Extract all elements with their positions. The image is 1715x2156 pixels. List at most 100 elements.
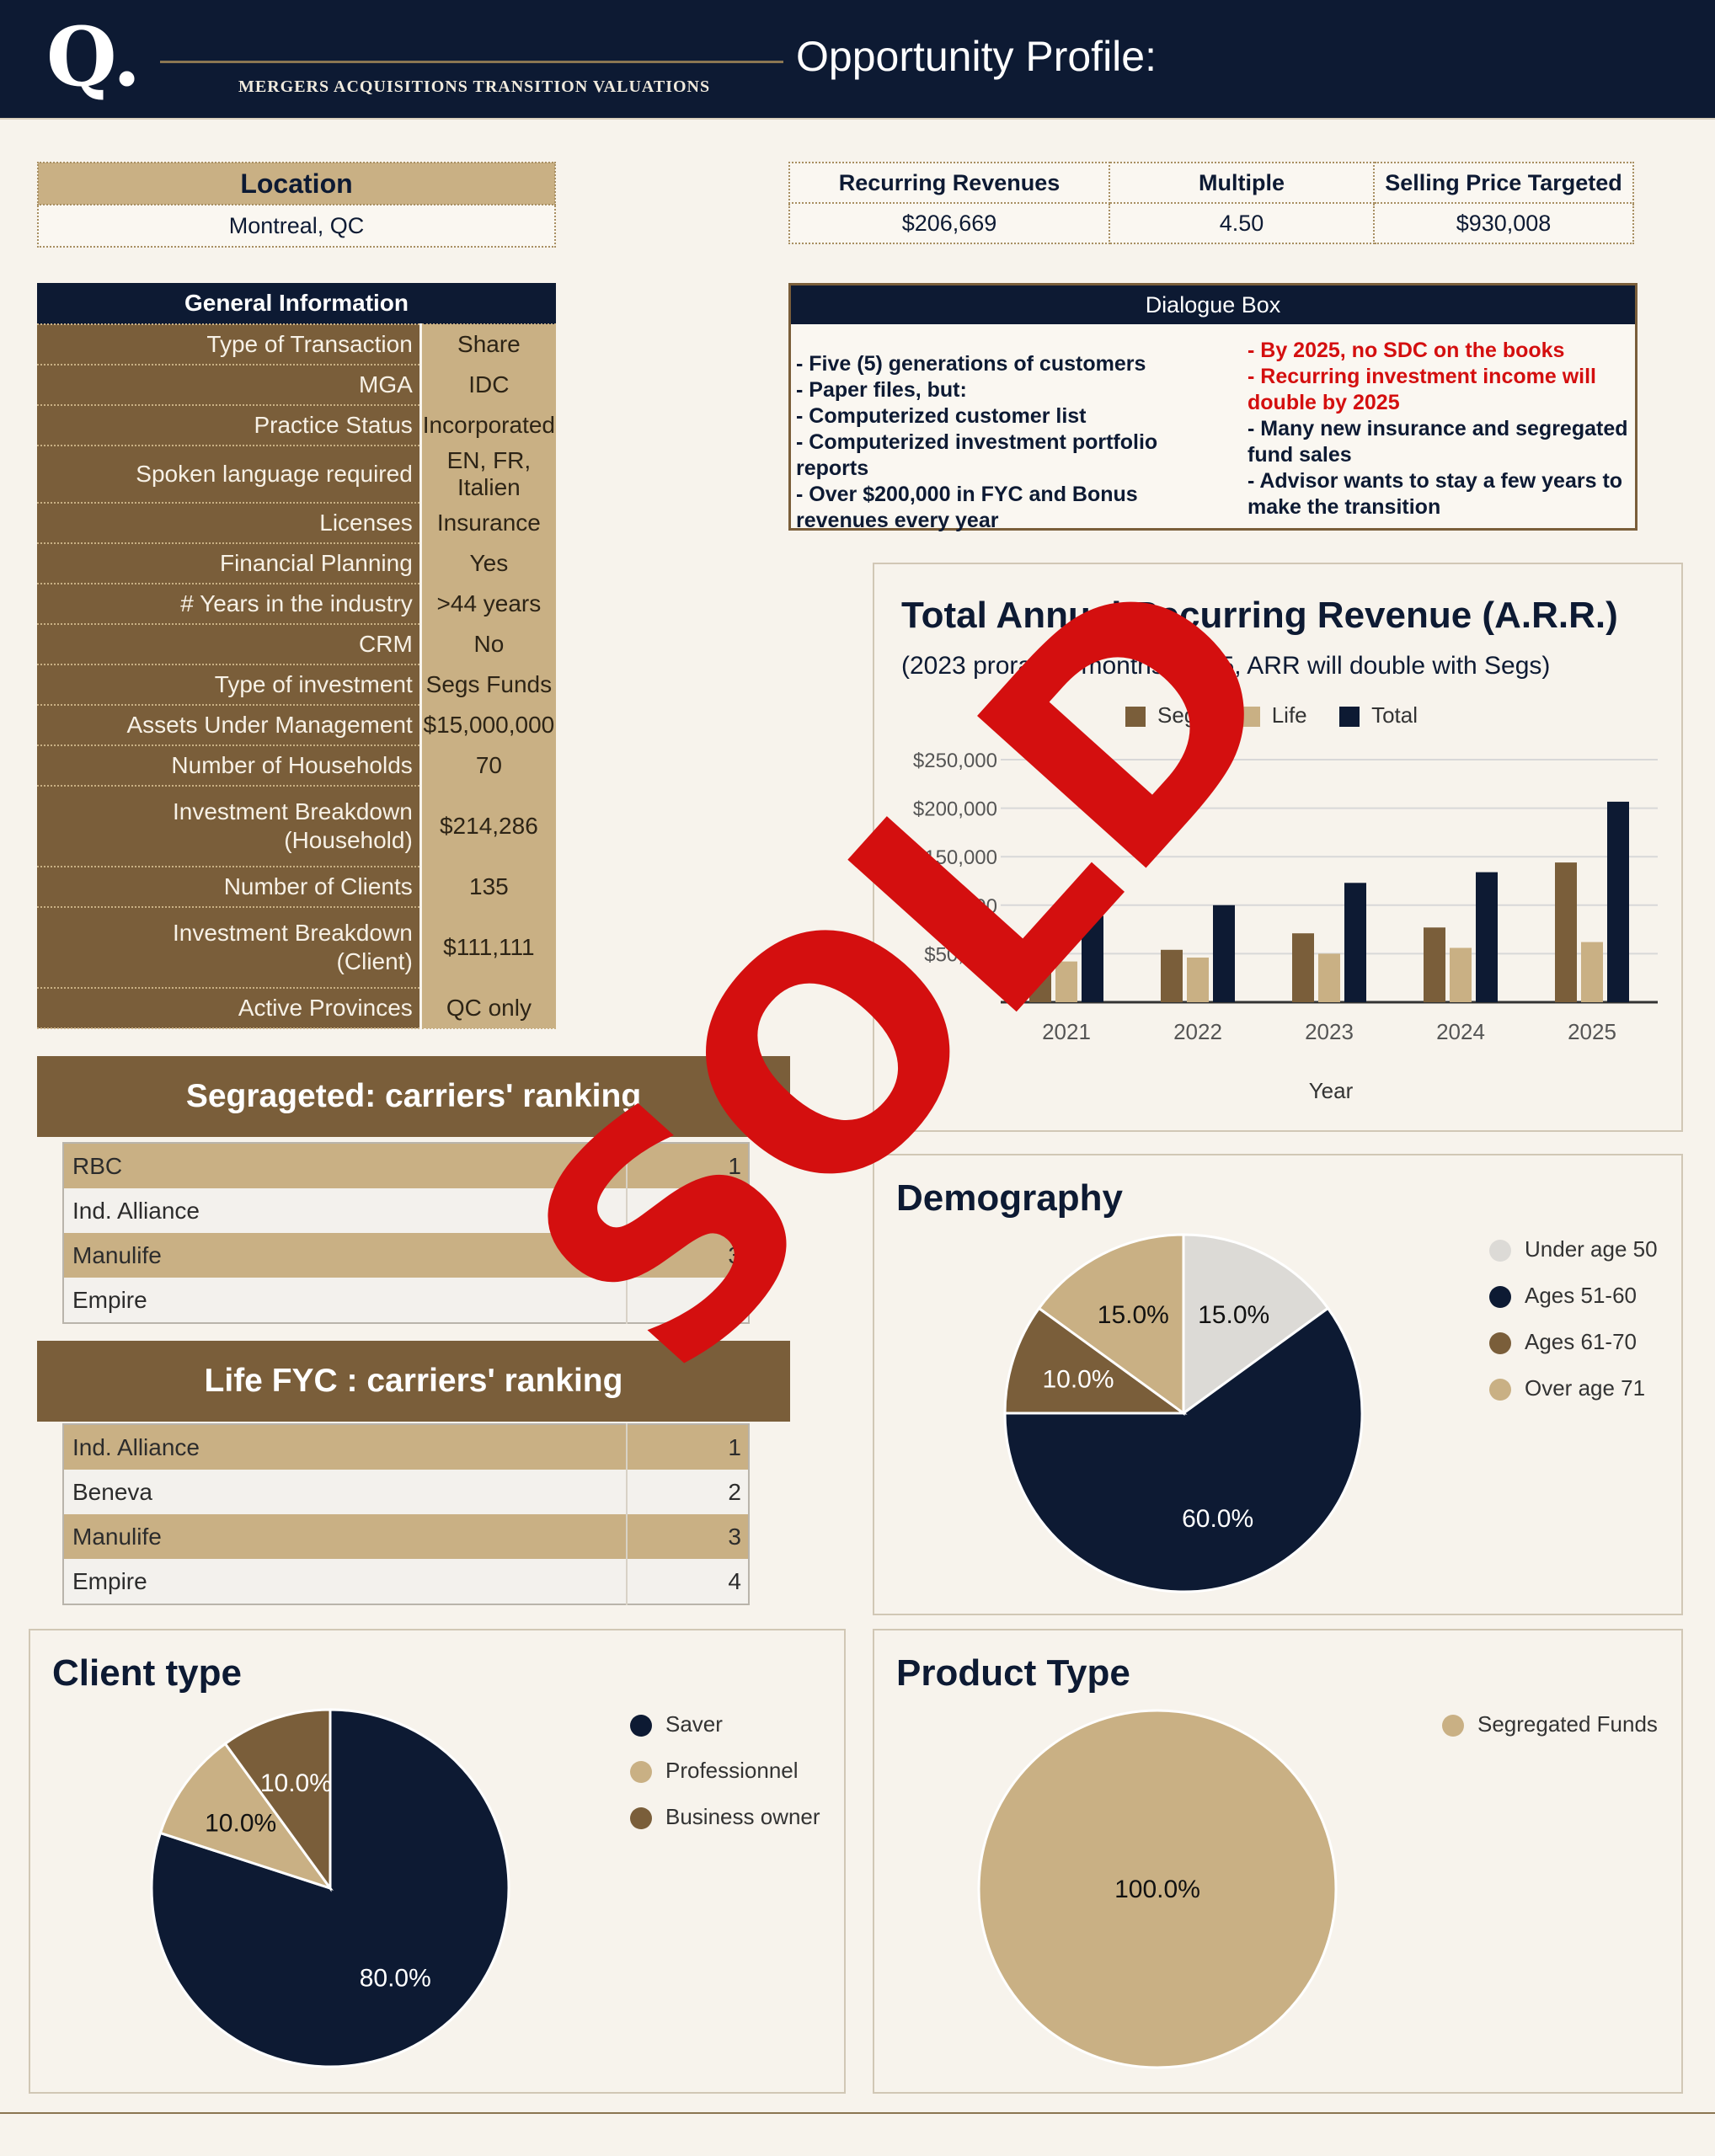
legend-item: Business owner [630, 1804, 820, 1850]
info-label: Active Provinces [37, 988, 422, 1029]
y-tick-label: $150,000 [913, 846, 997, 869]
info-value: Segs Funds [420, 664, 556, 706]
info-label: Licenses [37, 503, 422, 544]
company-tagline: MERGERS ACQUISITIONS TRANSITION VALUATIO… [238, 77, 711, 96]
multiple-value: 4.50 [1109, 202, 1375, 244]
legend-item: Ages 61-70 [1489, 1329, 1658, 1375]
info-value: Incorporated [420, 405, 556, 446]
legend-item-life: Life [1239, 702, 1307, 728]
carrier-name: Ind. Alliance [63, 1188, 628, 1233]
legend-label: Saver [665, 1711, 723, 1737]
info-label: Number of Clients [37, 867, 422, 908]
table-row: Empire 4 [63, 1559, 749, 1604]
carrier-rank: 1 [627, 1143, 749, 1188]
arr-bar-chart: $50,000 $100,000 $150,000 $200,000 $250,000 2… [913, 750, 1658, 1103]
dialogue-item: - By 2025, no SDC on the books [1248, 339, 1565, 362]
pie-slice [1037, 1233, 1185, 1416]
bar-life [1318, 953, 1340, 1002]
dialogue-box: Dialogue Box - Five (5) generations of c… [788, 283, 1638, 534]
pie-slice [223, 1708, 332, 1892]
multiple-label: Multiple [1109, 162, 1375, 204]
info-label: CRM [37, 624, 422, 665]
x-axis-title: Year [1309, 1078, 1354, 1103]
carrier-name: Empire [63, 1559, 628, 1604]
pie-value-label: 10.0% [260, 1769, 332, 1797]
bar-segs [1161, 949, 1183, 1002]
pie-slice [158, 1742, 334, 1891]
table-row: Ind. Alliance 2 [63, 1188, 749, 1233]
carrier-rank: 4 [627, 1559, 749, 1604]
pie-value-label: 10.0% [1042, 1365, 1114, 1393]
arr-chart-legend: Segs Life Total [1125, 702, 1418, 728]
page-title: Opportunity Profile: [796, 33, 1157, 80]
life-swatch [1239, 707, 1260, 728]
dialogue-item: - Over $200,000 in FYC and Bonus revenue… [796, 483, 1138, 532]
legend-label: Professionnel [665, 1758, 799, 1783]
info-value: $15,000,000 [420, 705, 556, 746]
location-label: Location [37, 162, 556, 205]
pie-value-label: 15.0% [1098, 1301, 1169, 1329]
y-tick-label: $100,000 [913, 895, 997, 918]
legend-swatch [1489, 1332, 1511, 1355]
pie-value-label: 100.0% [1114, 1876, 1200, 1903]
info-label: Practice Status [37, 405, 422, 446]
segregated-ranking-table: RBC 1 Ind. Alliance 2 Manulife 3 Empire 4 [62, 1142, 750, 1324]
legend-label: Business owner [665, 1804, 820, 1829]
carrier-rank: 4 [627, 1278, 749, 1323]
recurring-revenues-value: $206,669 [788, 202, 1110, 244]
arr-chart-panel: Total Annual Recurring Revenue (A.R.R.) … [873, 563, 1683, 1132]
legend-item: Segregated Funds [1442, 1711, 1658, 1758]
selling-price-label: Selling Price Targeted [1373, 162, 1634, 204]
info-value: No [420, 624, 556, 665]
info-label: Spoken language required [37, 446, 422, 504]
dialogue-item: - Five (5) generations of customers [796, 352, 1146, 376]
info-value: EN, FR, Italien [420, 446, 556, 504]
recurring-revenues-label: Recurring Revenues [788, 162, 1110, 204]
carrier-rank: 3 [627, 1514, 749, 1559]
bar-segs [1424, 927, 1445, 1002]
logo-divider [160, 61, 783, 63]
dialogue-left-list: - Five (5) generations of customers - Pa… [796, 351, 1234, 534]
demography-title: Demography [896, 1177, 1123, 1219]
carrier-rank: 1 [627, 1424, 749, 1470]
life-ranking-title: Life FYC : carriers' ranking [37, 1341, 790, 1422]
x-tick-label: 2022 [1173, 1019, 1222, 1044]
x-tick-label: 2023 [1305, 1019, 1354, 1044]
legend-item-segs: Segs [1125, 702, 1207, 728]
dialogue-item: - Advisor wants to stay a few years to m… [1248, 469, 1623, 519]
bar-total [1213, 905, 1235, 1002]
carrier-rank: 3 [627, 1233, 749, 1278]
client-type-panel: Client type 80.0% 10.0% 10.0% Saver Profes… [29, 1629, 846, 2094]
legend-swatch [630, 1807, 652, 1830]
table-row: Empire 4 [63, 1278, 749, 1323]
legend-item: Under age 50 [1489, 1236, 1658, 1283]
info-value: >44 years [420, 584, 556, 625]
y-tick-label: $50,000 [924, 943, 997, 966]
legend-item: Saver [630, 1711, 820, 1758]
carrier-name: Beneva [63, 1470, 628, 1514]
legend-swatch [630, 1761, 652, 1784]
header-rule [0, 118, 1715, 120]
bottom-rule [0, 2112, 1715, 2114]
legend-label: Segregated Funds [1477, 1711, 1658, 1737]
legend-swatch [1442, 1715, 1464, 1737]
bar-life [1187, 958, 1209, 1002]
table-row: Beneva 2 [63, 1470, 749, 1514]
carrier-name: RBC [63, 1143, 628, 1188]
carrier-rank: 2 [627, 1470, 749, 1514]
client-type-legend: Saver Professionnel Business owner [630, 1711, 820, 1850]
x-tick-label: 2021 [1042, 1019, 1091, 1044]
info-value: Share [420, 324, 556, 366]
table-row: Manulife 3 [63, 1514, 749, 1559]
legend-swatch [1489, 1379, 1511, 1401]
bar-life [1055, 961, 1077, 1002]
legend-label: Ages 51-60 [1525, 1283, 1637, 1308]
segregated-ranking-title: Segrageted: carriers' ranking [37, 1056, 790, 1137]
bar-total [1082, 915, 1103, 1002]
bar-life [1450, 947, 1472, 1002]
bar-total [1344, 883, 1366, 1002]
dialogue-item: - Paper files, but: [796, 378, 967, 402]
legend-swatch [1489, 1240, 1511, 1262]
product-type-panel: Product Type 100.0% Segregated Funds [873, 1629, 1683, 2094]
info-label: MGA [37, 365, 422, 406]
